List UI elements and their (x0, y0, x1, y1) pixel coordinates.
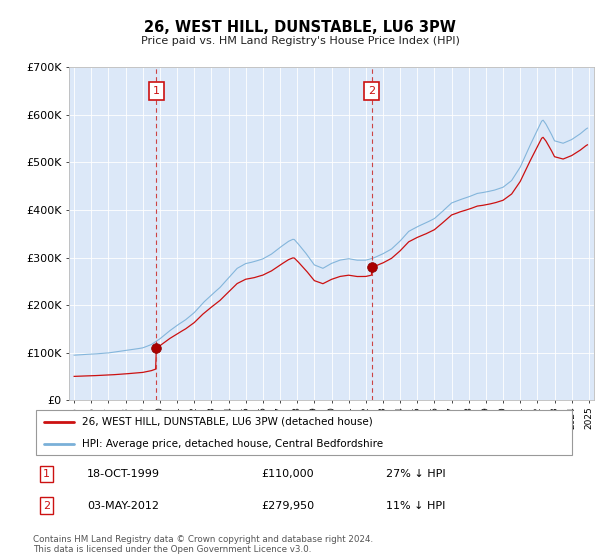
Text: 2: 2 (43, 501, 50, 511)
Text: Contains HM Land Registry data © Crown copyright and database right 2024.
This d: Contains HM Land Registry data © Crown c… (33, 535, 373, 554)
Text: 18-OCT-1999: 18-OCT-1999 (88, 469, 160, 479)
Text: HPI: Average price, detached house, Central Bedfordshire: HPI: Average price, detached house, Cent… (82, 438, 383, 449)
FancyBboxPatch shape (36, 410, 572, 455)
Text: 03-MAY-2012: 03-MAY-2012 (88, 501, 160, 511)
Text: £110,000: £110,000 (261, 469, 314, 479)
Text: 1: 1 (43, 469, 50, 479)
Text: 26, WEST HILL, DUNSTABLE, LU6 3PW: 26, WEST HILL, DUNSTABLE, LU6 3PW (144, 20, 456, 35)
Text: 1: 1 (153, 86, 160, 96)
Text: 2: 2 (368, 86, 375, 96)
Text: 26, WEST HILL, DUNSTABLE, LU6 3PW (detached house): 26, WEST HILL, DUNSTABLE, LU6 3PW (detac… (82, 417, 373, 427)
Text: 11% ↓ HPI: 11% ↓ HPI (386, 501, 445, 511)
Text: 27% ↓ HPI: 27% ↓ HPI (386, 469, 446, 479)
Text: Price paid vs. HM Land Registry's House Price Index (HPI): Price paid vs. HM Land Registry's House … (140, 36, 460, 46)
Text: £279,950: £279,950 (261, 501, 314, 511)
